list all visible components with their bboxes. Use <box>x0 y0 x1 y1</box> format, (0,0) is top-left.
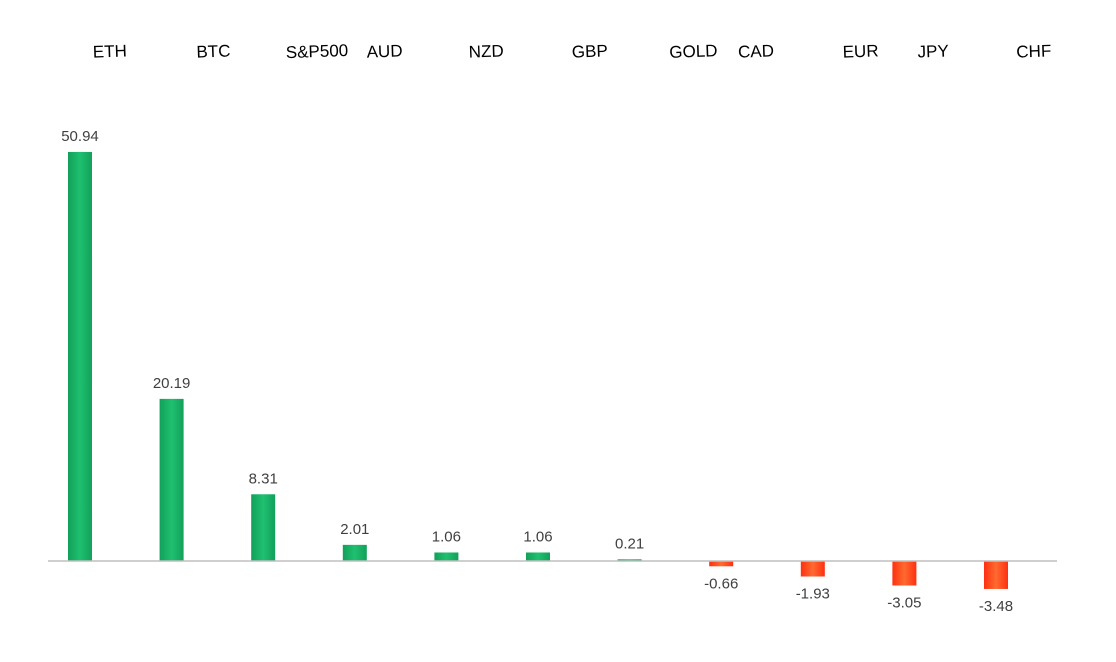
bar-jpy <box>892 561 917 586</box>
bar-btc <box>159 398 184 561</box>
bar-chf <box>984 561 1008 589</box>
bar-cad <box>709 561 734 567</box>
category-label-btc: BTC <box>196 41 231 61</box>
category-label-chf: CHF <box>1016 41 1052 61</box>
category-label-aud: AUD <box>366 41 403 61</box>
value-label-nzd: 1.06 <box>432 528 461 545</box>
category-label-cad: CAD <box>738 41 775 61</box>
category-label-eur: EUR <box>842 41 879 61</box>
bar-gold <box>617 559 642 561</box>
value-label-eur: -1.93 <box>796 585 830 602</box>
bar-sp500 <box>251 494 276 561</box>
value-label-aud: 2.01 <box>340 521 369 538</box>
value-label-eth: 50.94 <box>61 128 99 145</box>
bar-eth <box>68 151 92 562</box>
bar-nzd <box>434 552 459 561</box>
category-label-sp500: S&P500 <box>286 41 349 62</box>
value-labels: 50.94 20.19 8.31 2.01 1.06 1.06 0.21 -0.66 -1.93… <box>61 128 1013 615</box>
category-label-jpy: JPY <box>917 41 949 61</box>
bar-gbp <box>526 552 550 561</box>
bars-group <box>68 151 1008 589</box>
category-labels: ETH BTC S&P500 AUD NZD GBP GOLD CAD EUR JPY CHF <box>92 41 1051 62</box>
bar-aud <box>342 544 367 561</box>
value-label-gbp: 1.06 <box>523 528 552 545</box>
category-label-gold: GOLD <box>669 41 718 62</box>
value-label-btc: 20.19 <box>153 375 191 392</box>
bar-eur <box>800 561 825 577</box>
value-label-cad: -0.66 <box>704 575 738 592</box>
value-label-sp500: 8.31 <box>249 470 278 487</box>
value-label-gold: 0.21 <box>615 535 644 552</box>
category-label-nzd: NZD <box>468 41 504 61</box>
category-label-eth: ETH <box>92 41 127 61</box>
category-label-gbp: GBP <box>572 41 609 61</box>
value-label-jpy: -3.05 <box>887 594 921 611</box>
value-label-chf: -3.48 <box>979 598 1013 615</box>
